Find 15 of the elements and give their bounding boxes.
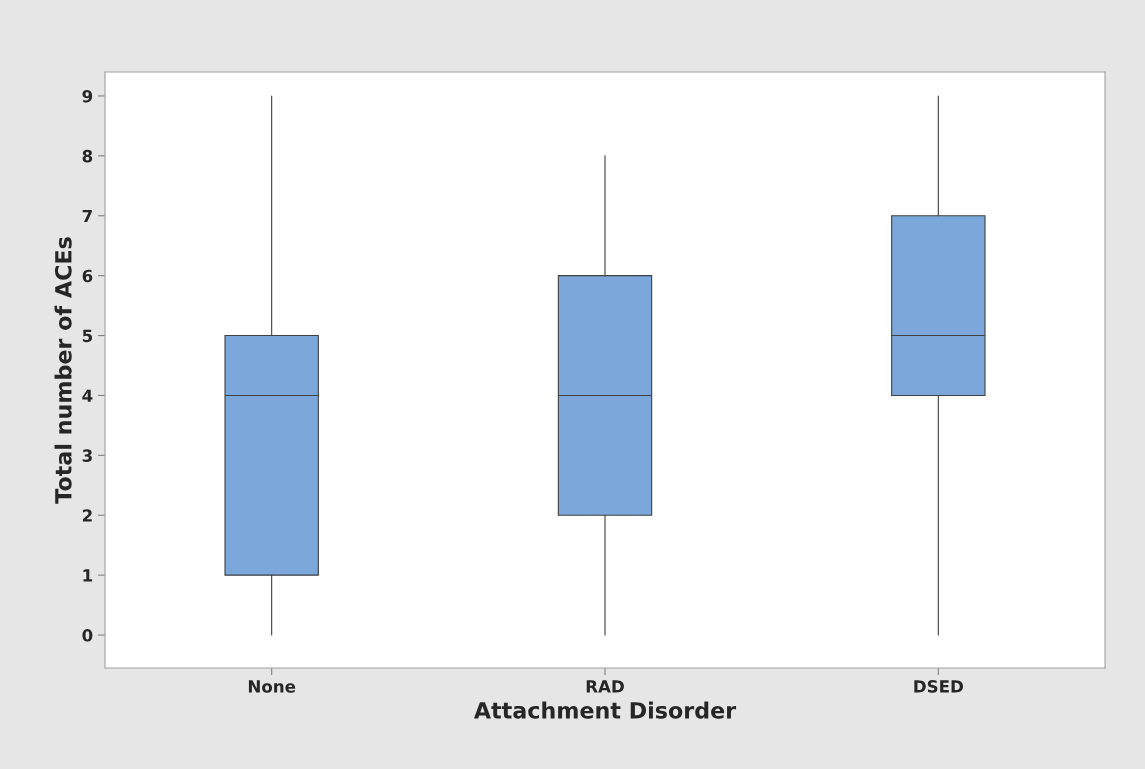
x-tick-label: None — [248, 680, 296, 693]
y-tick-label: 7 — [82, 209, 92, 223]
y-axis-title: Total number of ACEs — [54, 237, 72, 504]
y-tick-label: 8 — [82, 149, 93, 163]
x-axis-title: Attachment Disorder — [473, 701, 737, 719]
y-tick-label: 1 — [83, 569, 93, 582]
y-tick-label: 3 — [82, 449, 92, 462]
y-tick-label: 0 — [82, 629, 93, 642]
x-tick-label: RAD — [586, 680, 624, 693]
y-tick-label: 6 — [82, 269, 93, 283]
y-tick-label: 9 — [82, 89, 93, 103]
y-tick-label: 5 — [82, 329, 93, 343]
y-tick-label: 4 — [82, 389, 93, 402]
y-tick-label: 2 — [82, 509, 92, 522]
x-tick-label: DSED — [914, 680, 963, 693]
